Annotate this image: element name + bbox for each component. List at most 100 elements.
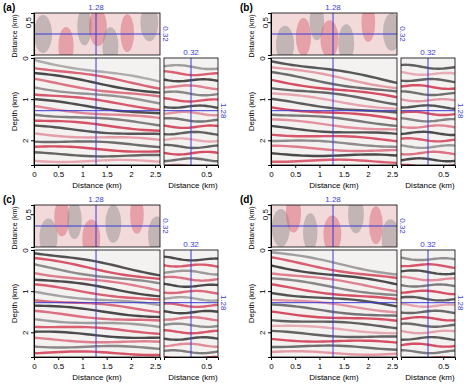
- figure: (a)00.511.522.5012Distance (km)Depth (km…: [0, 0, 474, 384]
- reflector-texture: [34, 121, 160, 131]
- tick: 2: [21, 330, 34, 335]
- inline-image: [34, 250, 160, 357]
- image-background: [164, 250, 218, 357]
- panel: (a)00.511.522.5012Distance (km)Depth (km…: [3, 2, 228, 190]
- slice-texture: [320, 20, 338, 55]
- tick: 0.5: [261, 209, 271, 221]
- tick: 1: [21, 289, 34, 294]
- axis: 0.5: [24, 14, 35, 56]
- slice-texture: [338, 24, 354, 55]
- slice-texture: [130, 205, 144, 234]
- slice-texture: [361, 13, 375, 42]
- tick-mark: [58, 165, 59, 168]
- tick-label: 2: [21, 138, 30, 143]
- tick: 1: [258, 289, 271, 294]
- axis: 0.5: [165, 165, 219, 179]
- tick-label: 0: [269, 362, 274, 371]
- tick-mark: [392, 165, 393, 168]
- cursor-line: [428, 58, 429, 165]
- tick: 1: [21, 97, 34, 102]
- tick: 0: [21, 248, 34, 253]
- tick: 2: [258, 138, 271, 143]
- reflector-texture: [34, 319, 160, 327]
- panel-label: (d): [240, 194, 253, 205]
- axis: 00.511.522.5: [32, 165, 161, 179]
- reflector-texture: [34, 338, 160, 343]
- axis-title: Distance (km): [309, 181, 359, 190]
- tick-mark: [319, 165, 320, 168]
- cursor-label: 1.28: [325, 195, 341, 204]
- cursor-line: [271, 110, 397, 111]
- reflector-texture: [34, 68, 160, 89]
- slice-texture: [276, 26, 294, 55]
- tick-label: 1.5: [102, 170, 114, 179]
- tick-label: 1: [258, 97, 267, 102]
- tick-label: 1: [318, 362, 323, 371]
- tick-label: 1: [21, 289, 30, 294]
- reflector-texture: [271, 346, 397, 350]
- inline-image: [271, 58, 397, 165]
- cursor-line: [96, 58, 97, 165]
- reflector-texture: [271, 311, 397, 320]
- tick: 1: [318, 165, 323, 179]
- cursor-line: [191, 250, 192, 357]
- slice-texture: [148, 216, 160, 247]
- tick-label: 0: [32, 362, 37, 371]
- tick-label: 0: [258, 56, 267, 61]
- frame: [401, 58, 455, 165]
- frame: [401, 250, 455, 357]
- cursor-label: 0.32: [183, 48, 199, 57]
- tick: 2.5: [150, 357, 162, 371]
- cursor-line: [96, 250, 97, 357]
- tick: 0.5: [201, 357, 213, 371]
- inline-image: [34, 58, 160, 165]
- tick-label: 0.5: [438, 170, 450, 179]
- tick: 0.5: [438, 357, 450, 371]
- cursor-label: 0.32: [420, 48, 436, 57]
- tick-mark: [82, 357, 83, 360]
- tick-label: 0: [21, 56, 30, 61]
- tick: 2: [21, 138, 34, 143]
- axis: 0.5: [402, 357, 456, 371]
- tick-label: 1: [318, 170, 323, 179]
- tick: 2.5: [387, 357, 399, 371]
- tick: 1.5: [102, 357, 114, 371]
- axis-title: Distance (km): [248, 14, 256, 57]
- tick: 0.5: [438, 165, 450, 179]
- tick-label: 0.5: [290, 362, 302, 371]
- slice-texture: [323, 215, 341, 247]
- axis-title: Distance (km): [168, 181, 218, 190]
- reflector-texture: [271, 351, 397, 355]
- depth-slice: [271, 13, 397, 55]
- tick-label: 1.5: [102, 362, 114, 371]
- tick-label: 1: [81, 170, 86, 179]
- tick: 2.5: [150, 165, 162, 179]
- tick-label: 0.5: [438, 362, 450, 371]
- reflector-texture: [34, 346, 160, 349]
- axis-line: [402, 358, 456, 361]
- tick-label: 0.5: [201, 362, 213, 371]
- image-background: [164, 58, 218, 165]
- tick: 2: [366, 165, 371, 179]
- tick: 2: [258, 330, 271, 335]
- reflector-texture: [34, 311, 160, 321]
- reflector-texture: [271, 146, 397, 151]
- axis-line: [268, 59, 272, 166]
- frame: [271, 13, 397, 55]
- tick-mark: [368, 357, 369, 360]
- tick-mark: [344, 165, 345, 168]
- axis-title: Distance (km): [11, 14, 19, 57]
- tick-label: 1: [21, 97, 30, 102]
- axis: 0.5: [402, 165, 456, 179]
- tick: 0.5: [290, 357, 302, 371]
- slice-texture: [382, 219, 397, 247]
- tick-label: 2.5: [387, 170, 399, 179]
- frame: [164, 58, 218, 165]
- image-background: [271, 250, 397, 357]
- axis: 0.5: [261, 14, 272, 56]
- tick-mark: [344, 357, 345, 360]
- reflector-texture: [271, 126, 397, 134]
- tick: 0: [269, 357, 274, 371]
- tick-mark: [107, 357, 108, 360]
- slice-texture: [102, 27, 118, 55]
